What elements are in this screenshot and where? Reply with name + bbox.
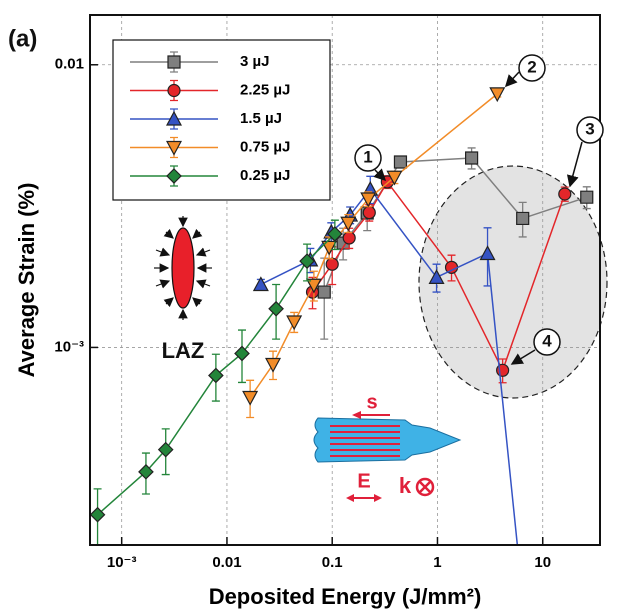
laz-icon (154, 216, 212, 320)
x-tick-label: 10⁻³ (107, 554, 137, 571)
marker (167, 55, 181, 69)
marker (516, 211, 530, 226)
annotation: 4 (542, 331, 552, 350)
callouts (354, 54, 604, 365)
marker (558, 187, 572, 201)
marker (157, 441, 174, 458)
marker (489, 87, 506, 103)
sample-diagram (313, 411, 462, 502)
marker (138, 463, 154, 480)
marker (479, 245, 496, 261)
marker (286, 315, 303, 331)
x-tick-label: 1 (433, 554, 441, 571)
legend-label: 0.75 µJ (240, 138, 290, 155)
marker (305, 278, 322, 294)
legend: 3 µJ 2.25 µJ 1.5 µJ 0.75 µJ 0.25 µJ (112, 39, 331, 201)
plot-frame (89, 14, 601, 546)
legend-label: 2.25 µJ (240, 81, 290, 98)
marker (252, 276, 269, 292)
legend-label: 3 µJ (240, 53, 270, 70)
x-tick-label: 0.01 (212, 554, 241, 571)
marker (465, 151, 479, 165)
marker (580, 190, 594, 204)
plot-area (90, 87, 594, 545)
annotation: 1 (363, 147, 372, 166)
marker (90, 506, 106, 523)
marker (428, 269, 445, 284)
marker (321, 240, 338, 256)
annotation: (a) (8, 25, 37, 52)
marker (386, 170, 403, 186)
y-tick-label: 0.01 (55, 56, 84, 73)
annotation: k (399, 473, 412, 498)
marker (165, 110, 183, 126)
y-axis-label: Average Strain (%) (14, 183, 39, 378)
y-tick-label: 10⁻³ (54, 338, 84, 355)
marker (167, 83, 181, 98)
legend-label: 0.25 µJ (240, 167, 290, 184)
marker (340, 216, 357, 232)
marker (166, 168, 182, 184)
marker (299, 253, 315, 269)
marker (242, 390, 259, 406)
x-tick-label: 0.1 (322, 554, 343, 571)
annotation: LAZ (162, 338, 205, 363)
x-axis-label: Deposited Energy (J/mm²) (209, 584, 482, 609)
marker (317, 285, 331, 299)
annotation: 2 (527, 57, 536, 76)
marker (342, 231, 356, 245)
marker (208, 367, 224, 384)
marker (362, 205, 376, 220)
annotation: 3 (585, 119, 594, 138)
marker (265, 357, 282, 373)
legend-label: 1.5 µJ (240, 110, 282, 127)
marker (393, 155, 408, 169)
marker (234, 345, 250, 362)
marker (268, 300, 284, 317)
legend-box (112, 39, 331, 201)
annotation: s (366, 391, 377, 413)
marker (327, 226, 343, 242)
marker (165, 140, 183, 156)
x-tick-label: 10 (534, 554, 551, 571)
marker (325, 257, 339, 271)
annotation: E (357, 470, 370, 492)
marker (360, 192, 377, 208)
